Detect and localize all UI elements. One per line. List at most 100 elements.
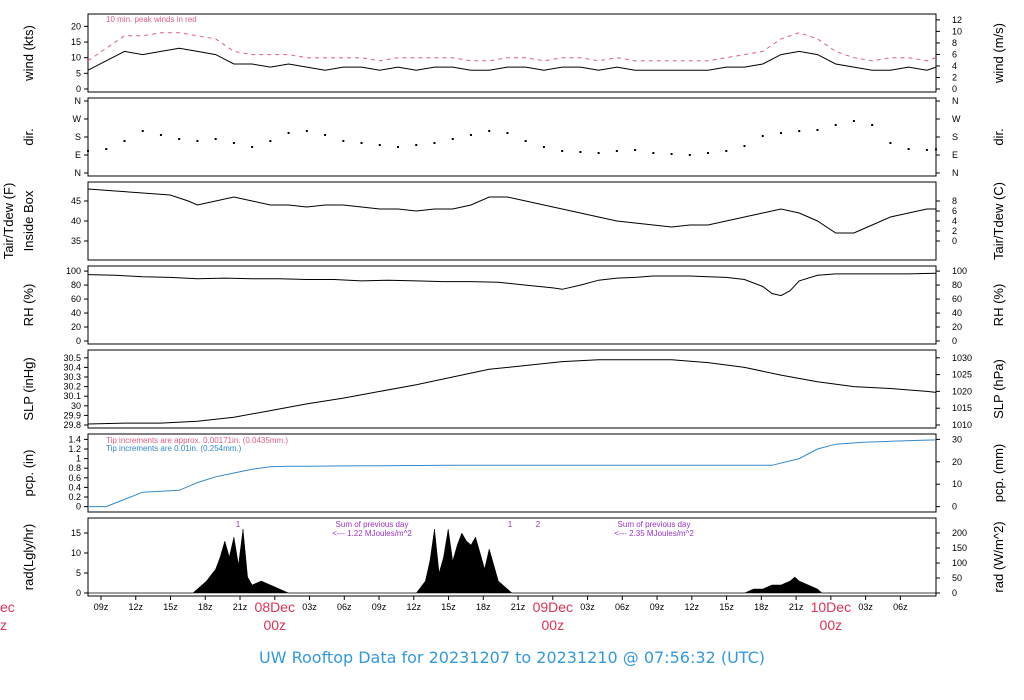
left-tick-label: 30.1 <box>63 391 81 401</box>
left-tick-label: 0 <box>76 502 81 512</box>
series-line <box>88 439 937 508</box>
direction-point <box>305 130 308 132</box>
right-tick-label: 0 <box>952 236 957 246</box>
right-tick-label: 1015 <box>952 403 972 413</box>
direction-point <box>871 124 874 126</box>
direction-point <box>433 142 436 144</box>
left-tick-label: 1.4 <box>68 434 81 444</box>
solar-note: Sum of previous day <box>618 520 691 529</box>
direction-point <box>688 154 691 156</box>
clipped-day-time: z <box>0 617 7 633</box>
right-tick-label: 1030 <box>952 353 972 363</box>
direction-point <box>761 135 764 137</box>
hour-label: 06z <box>337 602 352 612</box>
direction-point <box>324 134 327 136</box>
left-tick-label: 1.2 <box>68 444 81 454</box>
left-tick-label: 0 <box>76 336 81 346</box>
left-axis-title: dir. <box>21 128 36 145</box>
direction-point <box>178 138 181 140</box>
direction-point <box>542 146 545 148</box>
left-axis-title: rad(Lgly/hr) <box>21 524 36 590</box>
hour-label: 12z <box>128 602 143 612</box>
right-tick-label: 12 <box>952 15 962 25</box>
solar-note: 2 <box>536 520 541 529</box>
direction-point <box>615 150 618 152</box>
hour-label: 09z <box>650 602 665 612</box>
direction-point <box>488 130 491 132</box>
direction-point <box>196 140 199 142</box>
solar-note: 1 <box>508 520 513 529</box>
panel-frame <box>87 265 937 345</box>
hour-label: 18z <box>754 602 769 612</box>
left-axis-title: SLP (inHg) <box>21 357 36 420</box>
solar-note: <--- 2.35 MJoules/m^2 <box>614 529 694 538</box>
right-tick-label: 2 <box>952 72 957 82</box>
left-tick-label: 5 <box>76 68 81 78</box>
right-tick-label: 1020 <box>952 386 972 396</box>
hour-label: 18z <box>476 602 491 612</box>
hour-label: 15z <box>441 602 456 612</box>
direction-point <box>798 130 801 132</box>
direction-point <box>287 132 290 134</box>
direction-point <box>743 145 746 147</box>
left-tick-label: 100 <box>66 266 81 276</box>
right-axis-title: Tair/Tdew (C) <box>991 182 1006 260</box>
left-axis-title: RH (%) <box>21 284 36 327</box>
right-tick-label: 0 <box>952 588 957 598</box>
left-tick-label: 15 <box>71 528 81 538</box>
right-tick-label: 1010 <box>952 420 972 430</box>
direction-point <box>925 149 928 151</box>
hour-label: 15z <box>719 602 734 612</box>
hour-label: 18z <box>198 602 213 612</box>
hour-label: 12z <box>407 602 422 612</box>
solar-note: 1 <box>236 520 241 529</box>
left-tick-label: 30.3 <box>63 372 81 382</box>
right-tick-label: N <box>952 168 959 178</box>
left-tick-label: 40 <box>71 308 81 318</box>
right-axis-title: pcp. (mm) <box>991 444 1006 503</box>
peak-wind-note: 10 min. peak winds in red <box>106 15 197 24</box>
right-tick-label: E <box>952 150 958 160</box>
direction-point <box>397 146 400 148</box>
clipped-day-label: ec <box>0 599 15 615</box>
left-tick-label: 0.8 <box>68 463 81 473</box>
left-tick-label: 35 <box>71 236 81 246</box>
right-tick-label: 20 <box>952 322 962 332</box>
direction-point <box>251 146 254 148</box>
panel-frame <box>87 13 937 93</box>
direction-point <box>451 138 454 140</box>
right-tick-label: 4 <box>952 61 957 71</box>
left-tick-label: 20 <box>71 322 81 332</box>
left-tick-label: N <box>75 96 82 106</box>
series-line <box>87 32 937 62</box>
left-tick-label: N <box>75 168 82 178</box>
day-time-label: 00z <box>820 617 843 633</box>
direction-point <box>342 140 345 142</box>
tip-note-2: Tip increments are 0.01in. (0.254mm.) <box>106 444 242 453</box>
direction-point <box>524 140 527 142</box>
right-tick-label: 50 <box>952 573 962 583</box>
direction-point <box>597 152 600 154</box>
left-tick-label: 5 <box>76 568 81 578</box>
right-tick-label: 8 <box>952 38 957 48</box>
hour-label: 06z <box>893 602 908 612</box>
right-axis-title: wind (m/s) <box>991 23 1006 84</box>
direction-point <box>670 153 673 155</box>
left-tick-label: 0 <box>76 588 81 598</box>
right-axis-title: RH (%) <box>991 284 1006 327</box>
left-axis-title: pcp. (in) <box>21 450 36 497</box>
tip-note-1: Tip increments are approx. 0.00171in. (0… <box>106 436 288 445</box>
left-tick-label: 0.6 <box>68 473 81 483</box>
direction-point <box>779 132 782 134</box>
left-tick-label: 0.2 <box>68 492 81 502</box>
left-axis-title: Inside Box <box>21 190 36 251</box>
direction-point <box>159 134 162 136</box>
right-tick-label: 4 <box>952 216 957 226</box>
panel-frame <box>87 433 937 513</box>
hour-label: 03z <box>580 602 595 612</box>
direction-point <box>579 151 582 153</box>
